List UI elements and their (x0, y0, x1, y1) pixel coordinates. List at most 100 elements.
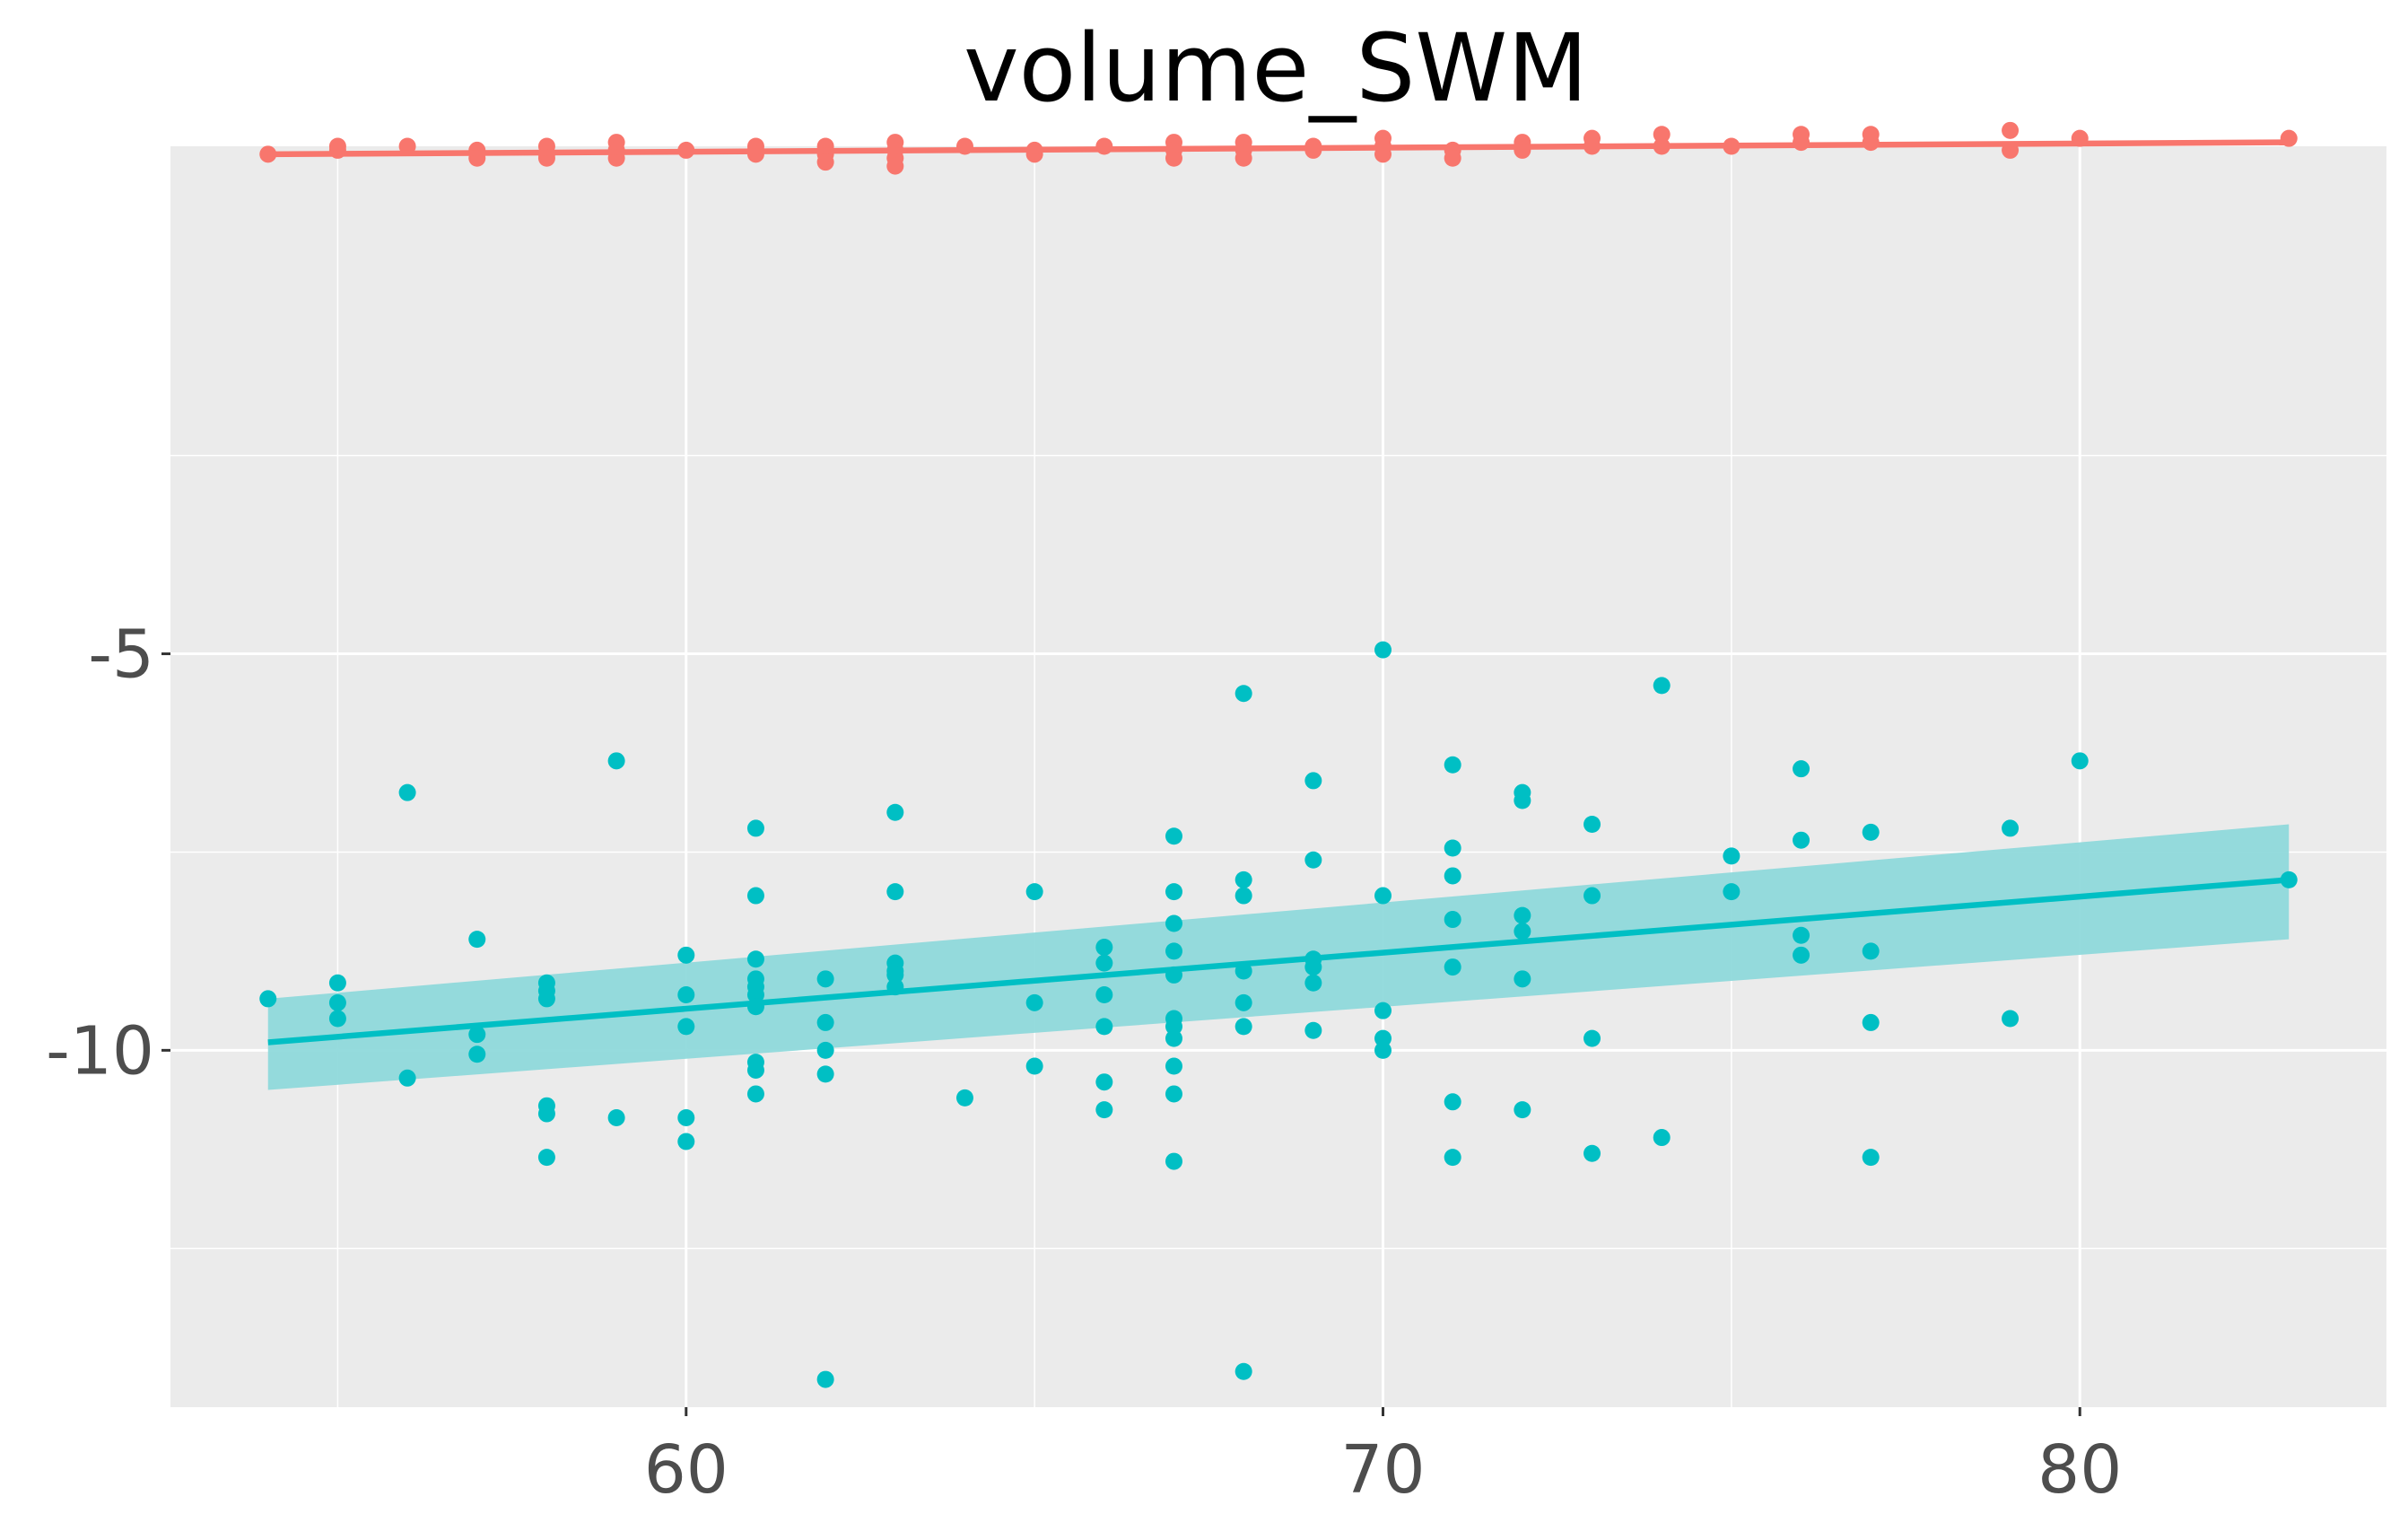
data-point (1095, 1073, 1113, 1091)
data-points (259, 121, 2298, 1388)
data-point (1025, 1057, 1043, 1075)
data-point (746, 986, 764, 1004)
plot-panel (170, 146, 2386, 1407)
data-point (1723, 847, 1741, 865)
data-point (1514, 923, 1531, 940)
data-point (1165, 1029, 1182, 1047)
data-point (746, 887, 764, 905)
data-point (1444, 839, 1461, 857)
data-point (2002, 819, 2020, 837)
data-point (1304, 851, 1322, 869)
data-point (537, 1105, 555, 1123)
axes: 60 70 80 -5 -10 (46, 617, 2122, 1509)
data-point (1444, 911, 1461, 929)
data-point (1025, 883, 1043, 901)
data-point (1235, 1018, 1252, 1036)
data-point (1374, 1002, 1392, 1019)
data-point (1374, 641, 1392, 659)
data-point (1095, 954, 1113, 972)
data-point (607, 752, 625, 770)
data-point (1235, 685, 1252, 703)
data-point (1235, 149, 1252, 167)
data-point (1374, 887, 1392, 905)
data-point (1165, 1085, 1182, 1103)
data-point (746, 1061, 764, 1079)
data-point (2002, 1010, 2020, 1028)
data-point (328, 993, 346, 1011)
data-point (1793, 760, 1810, 778)
data-point (1374, 1041, 1392, 1059)
data-point (1095, 1018, 1113, 1036)
data-point (1444, 1093, 1461, 1111)
data-point (1304, 974, 1322, 992)
data-point (955, 1089, 973, 1107)
data-point (1095, 137, 1113, 155)
data-point (1514, 1101, 1531, 1119)
data-point (1165, 883, 1182, 901)
data-point (1304, 1021, 1322, 1039)
data-point (1444, 1149, 1461, 1167)
data-point (1235, 870, 1252, 888)
data-point (1862, 1149, 1880, 1167)
data-point (1514, 792, 1531, 809)
data-point (677, 946, 695, 964)
data-point (1514, 906, 1531, 924)
data-point (1514, 970, 1531, 988)
data-point (1793, 831, 1810, 849)
data-point (677, 1108, 695, 1126)
data-point (607, 1108, 625, 1126)
data-point (468, 931, 486, 949)
data-point (886, 883, 904, 901)
data-point (746, 1085, 764, 1103)
data-point (2071, 752, 2089, 770)
data-point (1444, 867, 1461, 885)
data-point (1584, 1029, 1601, 1047)
data-point (398, 1069, 416, 1087)
data-point (816, 153, 834, 171)
data-point (2002, 121, 2020, 139)
data-point (1165, 1152, 1182, 1170)
trend-lines (267, 139, 2290, 1045)
data-point (1304, 772, 1322, 790)
data-point (1165, 1018, 1182, 1036)
y-tick-label: -10 (46, 1012, 154, 1089)
data-point (816, 970, 834, 988)
data-point (746, 950, 764, 968)
data-point (1653, 677, 1671, 695)
data-point (1723, 883, 1741, 901)
data-point (816, 1041, 834, 1059)
confidence-ribbon (267, 824, 2290, 1090)
data-point (816, 1065, 834, 1083)
data-point (1793, 926, 1810, 944)
data-point (537, 1149, 555, 1167)
data-point (816, 1013, 834, 1031)
data-point (1653, 126, 1671, 144)
data-point (886, 966, 904, 984)
data-point (398, 783, 416, 801)
data-point (816, 1370, 834, 1388)
data-point (468, 1045, 486, 1063)
x-tick-label: 60 (644, 1431, 729, 1509)
y-tick-label: -5 (88, 617, 154, 694)
data-point (677, 1018, 695, 1036)
data-point (1165, 942, 1182, 960)
data-point (328, 974, 346, 992)
trend-line (267, 139, 2290, 158)
data-point (1444, 149, 1461, 167)
x-tick-label: 70 (1340, 1431, 1425, 1509)
data-point (677, 1133, 695, 1150)
data-point (1444, 756, 1461, 774)
data-point (1862, 1013, 1880, 1031)
data-point (1165, 149, 1182, 167)
data-point (1584, 1144, 1601, 1162)
data-point (886, 157, 904, 175)
data-point (1165, 1057, 1182, 1075)
data-point (1095, 1101, 1113, 1119)
minor-gridlines (170, 146, 2386, 1407)
data-point (1653, 1129, 1671, 1147)
data-point (259, 990, 277, 1008)
data-point (1165, 914, 1182, 932)
trend-line (267, 877, 2290, 1045)
data-point (1025, 993, 1043, 1011)
